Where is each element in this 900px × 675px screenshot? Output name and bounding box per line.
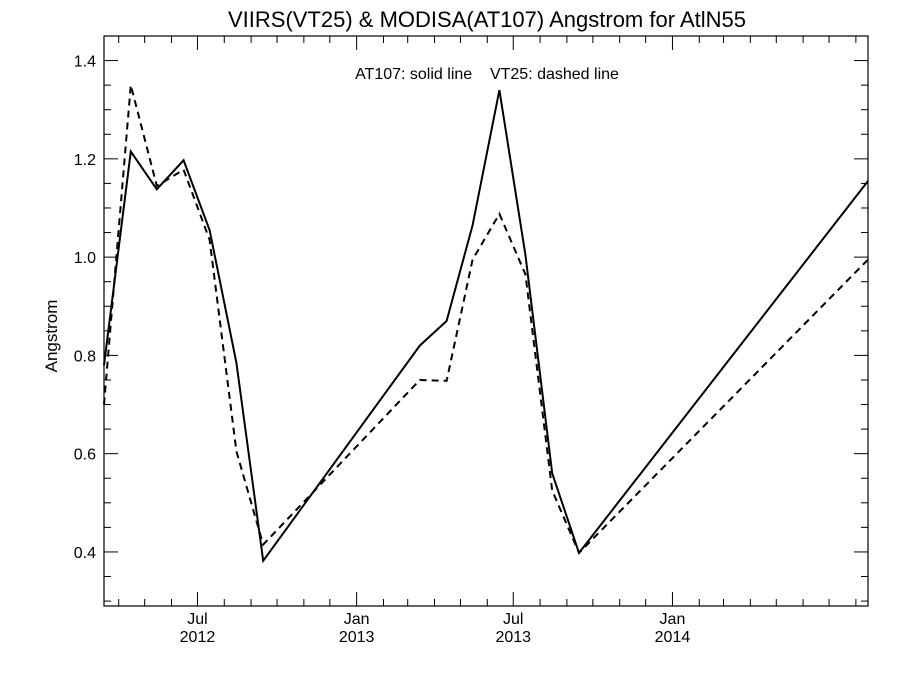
y-tick-label: 1.4	[74, 54, 96, 71]
y-tick-label: 0.8	[74, 348, 96, 365]
y-tick-label: 0.4	[74, 545, 96, 562]
x-tick-year-label: 2012	[180, 629, 216, 646]
chart-title: VIIRS(VT25) & MODISA(AT107) Angstrom for…	[228, 7, 746, 32]
x-tick-year-label: 2013	[495, 629, 531, 646]
y-tick-label: 1.2	[74, 152, 96, 169]
y-tick-label: 1.0	[74, 250, 96, 267]
x-tick-label: Jan	[344, 611, 370, 628]
y-axis-label: Angstrom	[42, 300, 61, 373]
x-tick-year-label: 2014	[655, 629, 691, 646]
series-layer	[103, 84, 869, 564]
line-style-annotation: AT107: solid line VT25: dashed line	[355, 66, 619, 83]
series-line-vt25	[103, 84, 869, 555]
x-tick-label: Jul	[187, 611, 207, 628]
x-tick-label: Jul	[503, 611, 523, 628]
x-tick-year-label: 2013	[339, 629, 375, 646]
plot-frame	[103, 35, 869, 607]
y-tick-label: 0.6	[74, 447, 96, 464]
x-tick-label: Jan	[660, 611, 686, 628]
series-line-at107	[103, 89, 869, 564]
axes-layer: 0.40.60.81.01.21.4Jul2012Jan2013Jul2013J…	[74, 35, 868, 646]
